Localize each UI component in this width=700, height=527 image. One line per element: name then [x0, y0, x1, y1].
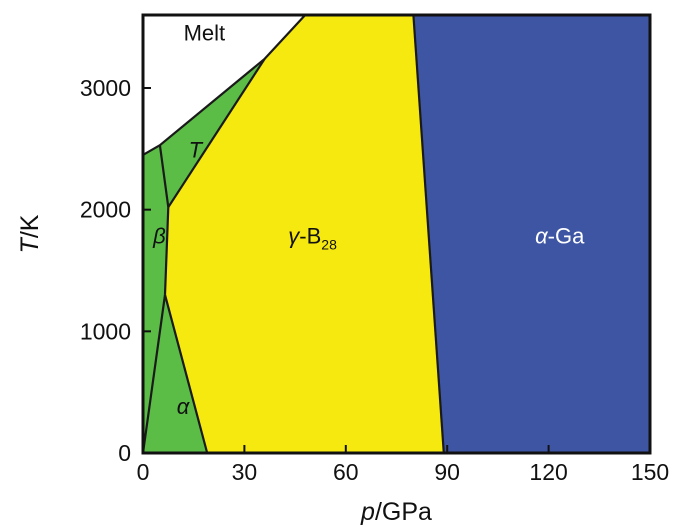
region-label-T: T [189, 137, 204, 162]
x-tick-label-90: 90 [434, 459, 460, 485]
region-label-gamma-part-2: 28 [321, 237, 337, 253]
region-label-alphaGa-part-0: α [535, 224, 549, 249]
region-gamma [165, 15, 444, 453]
y-axis-label: T/K [16, 214, 44, 253]
boundary-line-6 [412, 14, 445, 454]
region-label-melt-part-0: Melt [184, 21, 226, 46]
y-tick-label-0: 0 [118, 440, 131, 466]
region-beta [143, 145, 169, 453]
y-tick-label-2000: 2000 [80, 197, 131, 223]
y-axis: 0 1000 2000 3000 [80, 75, 151, 466]
region-alpha [143, 294, 208, 453]
region-label-gamma: γ-B28 [288, 224, 337, 253]
region-melt [143, 15, 306, 155]
region-label-alpha-part-0: α [177, 394, 191, 419]
region-label-alphaGa: α-Ga [535, 224, 585, 249]
boundary-line-1 [142, 14, 307, 156]
boundary-line-3 [163, 294, 209, 454]
region-alphaGa [413, 15, 650, 453]
x-tick-label-120: 120 [529, 459, 567, 485]
region-label-melt: Melt [184, 21, 226, 46]
x-axis-unit: /GPa [375, 498, 432, 526]
phase-boundaries [141, 14, 445, 454]
x-tick-label-0: 0 [137, 459, 150, 485]
y-axis-variable: T [16, 236, 44, 253]
y-tick-label-1000: 1000 [80, 318, 131, 344]
y-axis-unit: /K [16, 214, 44, 238]
x-tick-label-30: 30 [232, 459, 258, 485]
phase-regions [143, 15, 650, 453]
region-label-beta: β [152, 224, 166, 249]
plot-frame [141, 13, 652, 455]
x-tick-label-60: 60 [333, 459, 359, 485]
x-axis: 0 30 60 90 120 150 [137, 445, 669, 485]
x-axis-label: p/GPa [360, 498, 432, 526]
region-label-alpha: α [177, 394, 191, 419]
x-tick-label-150: 150 [631, 459, 669, 485]
y-tick-label-3000: 3000 [80, 75, 131, 101]
region-label-gamma-part-1: -B [299, 224, 321, 249]
boundary-line-5 [167, 58, 266, 208]
region-label-alphaGa-part-1: -Ga [548, 224, 585, 249]
region-label-beta-part-0: β [152, 224, 166, 249]
boundary-line-2 [141, 294, 167, 454]
x-axis-variable: p [360, 498, 375, 526]
region-label-T-part-0: T [189, 137, 204, 162]
region-label-gamma-part-0: γ [288, 224, 301, 249]
region-T [159, 58, 265, 208]
